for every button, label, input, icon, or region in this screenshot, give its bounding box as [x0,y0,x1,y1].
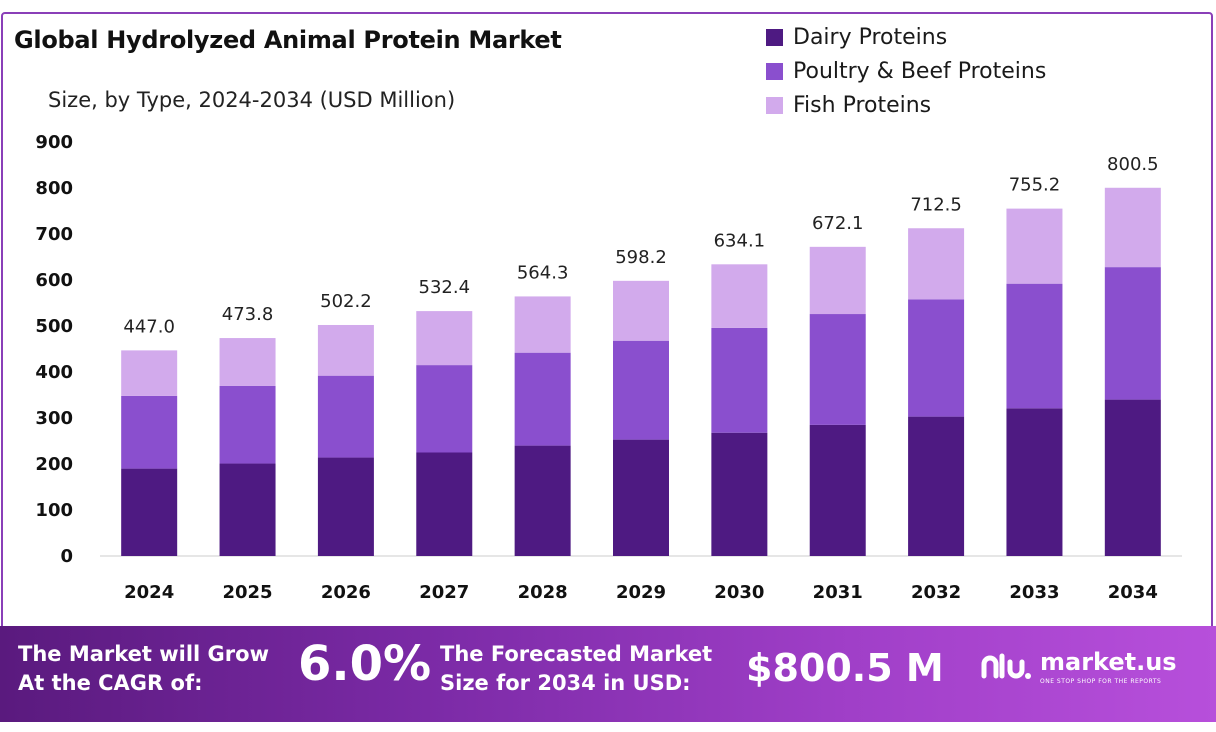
legend-swatch-poultry-beef [766,62,783,80]
bar-segment [317,324,374,376]
bar-total-label: 800.5 [1107,154,1159,175]
stacked-bar-chart: 0 100 200 300 400 500 600 700 800 900 447.0 2024 473… [35,132,1182,603]
bar-segment [514,445,571,556]
x-tick-label: 2029 [616,582,666,603]
y-tick-label: 400 [35,362,73,383]
cagr-label: The Market will Grow At the CAGR of: [18,640,269,698]
bar-segment [1104,267,1161,400]
chart-title: Global Hydrolyzed Animal Protein Market [14,26,562,54]
bar-segment [809,314,866,425]
bar-segment [317,375,374,458]
x-tick-label: 2030 [714,582,764,603]
bar-total-label: 634.1 [714,230,766,251]
y-tick-label: 900 [35,132,73,153]
bar-total-label: 598.2 [615,247,667,268]
y-tick-label: 0 [60,546,73,567]
legend-item-poultry-beef: Poultry & Beef Proteins [766,54,1046,88]
forecast-label-line2: Size for 2034 in USD: [440,671,691,695]
bar-segment [514,352,571,446]
y-tick-label: 600 [35,270,73,291]
bar-total-label: 447.0 [123,316,175,337]
x-tick-label: 2027 [419,582,469,603]
bar-total-label: 502.2 [320,291,372,312]
x-tick-label: 2031 [813,582,863,603]
bar-segment [317,457,374,556]
bar-segment [514,296,571,353]
bar-segment [711,432,768,556]
logo-tagline: ONE STOP SHOP FOR THE REPORTS [1040,677,1162,685]
cagr-label-line2: At the CAGR of: [18,671,203,695]
bar-segment [908,416,965,556]
bar-segment [416,365,473,453]
x-tick-label: 2028 [518,582,568,603]
legend-item-dairy: Dairy Proteins [766,20,1046,54]
bar-segment [908,228,965,300]
bar-total-label: 672.1 [812,213,864,234]
x-tick-label: 2032 [911,582,961,603]
bar-segment [711,327,768,433]
y-tick-label: 700 [35,224,73,245]
market-us-logo-icon [981,653,1031,679]
bar-segment [613,439,669,556]
bar-segment [219,463,276,556]
bar-segment [1006,208,1063,284]
forecast-value: $800.5 M [746,646,944,690]
bar-total-label: 564.3 [517,262,569,283]
chart-legend: Dairy Proteins Poultry & Beef Proteins F… [766,20,1046,122]
legend-item-fish: Fish Proteins [766,88,1046,122]
bar-segment [1006,408,1063,556]
y-tick-label: 200 [35,454,73,475]
bar-segment [416,452,473,556]
bar-segment [809,424,866,556]
legend-label-fish: Fish Proteins [793,92,932,118]
y-tick-label: 800 [35,178,73,199]
bar-segment [121,395,178,469]
y-tick-label: 500 [35,316,73,337]
logo-name: market.us [1040,647,1177,676]
bar-segment [908,299,965,417]
cagr-value: 6.0% [298,636,432,692]
x-tick-label: 2026 [321,582,371,603]
bar-segment [1006,283,1063,409]
bar-total-label: 755.2 [1009,175,1061,196]
bar-total-label: 532.4 [419,277,471,298]
bar-segment [809,246,866,315]
bar-total-label: 712.5 [910,194,962,215]
bar-segment [121,350,178,396]
bar-total-label: 473.8 [222,304,274,325]
legend-label-poultry-beef: Poultry & Beef Proteins [793,58,1047,84]
forecast-label: The Forecasted Market Size for 2034 in U… [440,640,712,698]
chart-subtitle: Size, by Type, 2024-2034 (USD Million) [48,88,456,112]
market-us-logo: market.us ONE STOP SHOP FOR THE REPORTS [978,646,1177,686]
bar-segment [613,340,669,440]
bar-segment [219,385,276,464]
x-tick-label: 2024 [124,582,174,603]
y-tick-label: 100 [35,500,73,521]
y-tick-label: 300 [35,408,73,429]
legend-swatch-fish [766,96,783,114]
legend-label-dairy: Dairy Proteins [793,24,948,50]
forecast-label-line1: The Forecasted Market [440,642,713,666]
bar-segment [121,468,178,556]
x-tick-label: 2033 [1009,582,1059,603]
bar-segment [1104,399,1161,556]
bar-segment [613,280,669,341]
cagr-label-line1: The Market will Grow [18,642,269,666]
bar-segment [711,264,768,328]
bar-segment [1104,187,1161,268]
x-tick-label: 2034 [1108,582,1158,603]
summary-banner: The Market will Grow At the CAGR of: 6.0… [0,626,1216,722]
bar-segment [219,338,276,386]
x-tick-label: 2025 [222,582,272,603]
bar-segment [416,311,473,366]
legend-swatch-dairy [766,28,783,46]
